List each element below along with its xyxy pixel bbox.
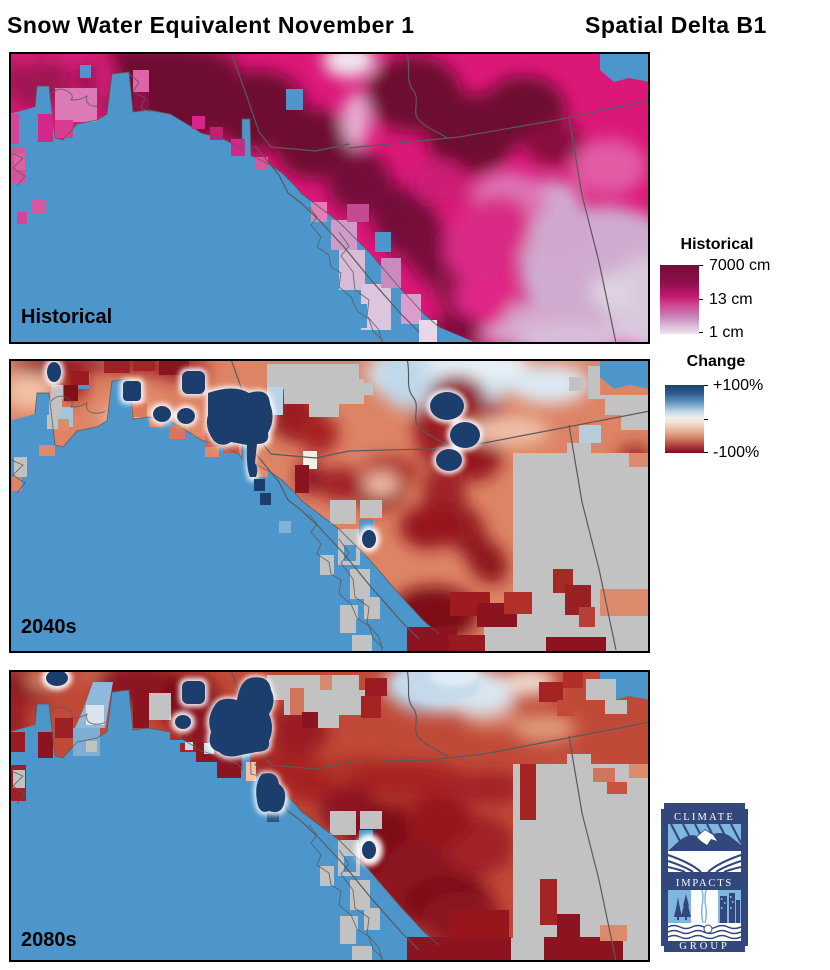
svg-text:GROUP: GROUP (679, 941, 730, 952)
svg-text:2080s: 2080s (21, 929, 77, 951)
svg-text:IMPACTS: IMPACTS (676, 878, 733, 889)
svg-text:CLIMATE: CLIMATE (674, 812, 735, 823)
svg-text:Historical: Historical (21, 306, 112, 328)
svg-text:2040s: 2040s (21, 616, 77, 638)
